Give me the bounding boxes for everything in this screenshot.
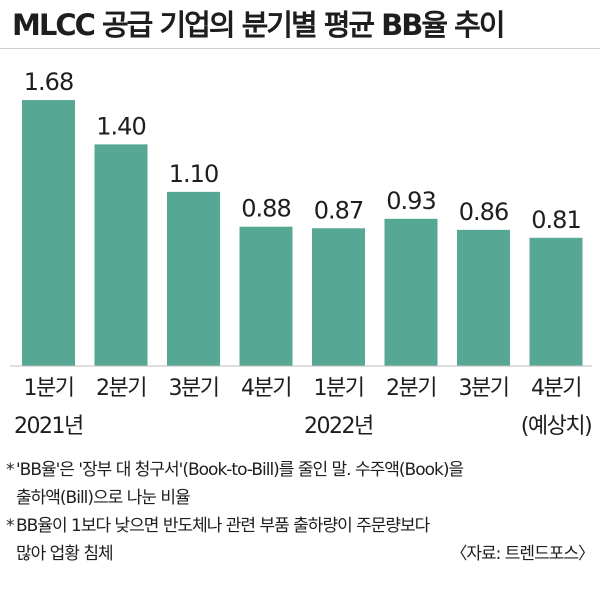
forecast-annotation: (예상치) [521, 414, 591, 439]
bar-value-label: 0.88 [241, 195, 290, 223]
bar-value-label: 1.40 [96, 112, 145, 140]
x-tick-label: 2분기 [386, 376, 436, 401]
x-tick-label: 3분기 [169, 376, 219, 401]
bar-value-label: 1.68 [24, 68, 73, 96]
x-tick-label: 4분기 [531, 376, 581, 401]
bar [312, 228, 365, 366]
chart-title: MLCC 공급 기업의 분기별 평균 BB율 추이 [12, 8, 506, 42]
bar-value-label: 0.81 [531, 206, 580, 234]
x-group-label: 2022년 [304, 414, 373, 439]
footnote-line-with-source: 많아 업황 침체 〈자료: 트렌드포스〉 [16, 540, 595, 568]
source-credit: 〈자료: 트렌드포스〉 [450, 544, 595, 564]
x-tick-label: 1분기 [314, 376, 364, 401]
x-group-label: 2021년 [14, 414, 83, 439]
x-tick-label: 2분기 [96, 376, 146, 401]
footnote-marker: * [6, 516, 14, 536]
footnote-bb-definition: * 'BB율'은 '장부 대 청구서'(Book-to-Bill)를 줄인 말.… [6, 456, 594, 512]
x-tick-label: 3분기 [459, 376, 509, 401]
bar [22, 100, 75, 366]
x-tick-label: 1분기 [24, 376, 74, 401]
bar-value-label: 0.93 [386, 187, 435, 215]
bar [239, 226, 293, 366]
bar [167, 191, 220, 366]
footnote-line: 출하액(Bill)으로 나눈 비율 [16, 488, 191, 508]
footnote-marker: * [6, 460, 14, 480]
footnote-line: 많아 업황 침체 [16, 544, 114, 564]
title-divider [0, 48, 600, 49]
x-tick-label: 4분기 [241, 376, 291, 401]
footnote-line: BB율이 1보다 낮으면 반도체나 관련 부품 출하량이 주문량보다 [16, 516, 430, 536]
bar-chart: 1.68 1분기 1.40 2분기 1.10 3분기 0.88 4분기 0.87 1분기 0.93 2… [10, 68, 593, 439]
footnote-line: 'BB율'은 '장부 대 청구서'(Book-to-Bill)를 줄인 말. 수… [16, 460, 464, 480]
bar [94, 144, 148, 366]
footnotes: * 'BB율'은 '장부 대 청구서'(Book-to-Bill)를 줄인 말.… [6, 456, 595, 568]
bar [384, 218, 438, 366]
bar-value-label: 0.87 [314, 196, 363, 224]
bar-value-label: 1.10 [169, 160, 218, 188]
bar [529, 237, 583, 366]
labels-layer: 1.68 1분기 1.40 2분기 1.10 3분기 0.88 4분기 0.87 1분기 0.93 2… [14, 68, 593, 439]
bar-value-label: 0.86 [459, 198, 508, 226]
bars-layer [22, 100, 583, 366]
footnote-bb-meaning: * BB율이 1보다 낮으면 반도체나 관련 부품 출하량이 주문량보다 많아 … [6, 512, 595, 568]
bar [457, 229, 510, 366]
